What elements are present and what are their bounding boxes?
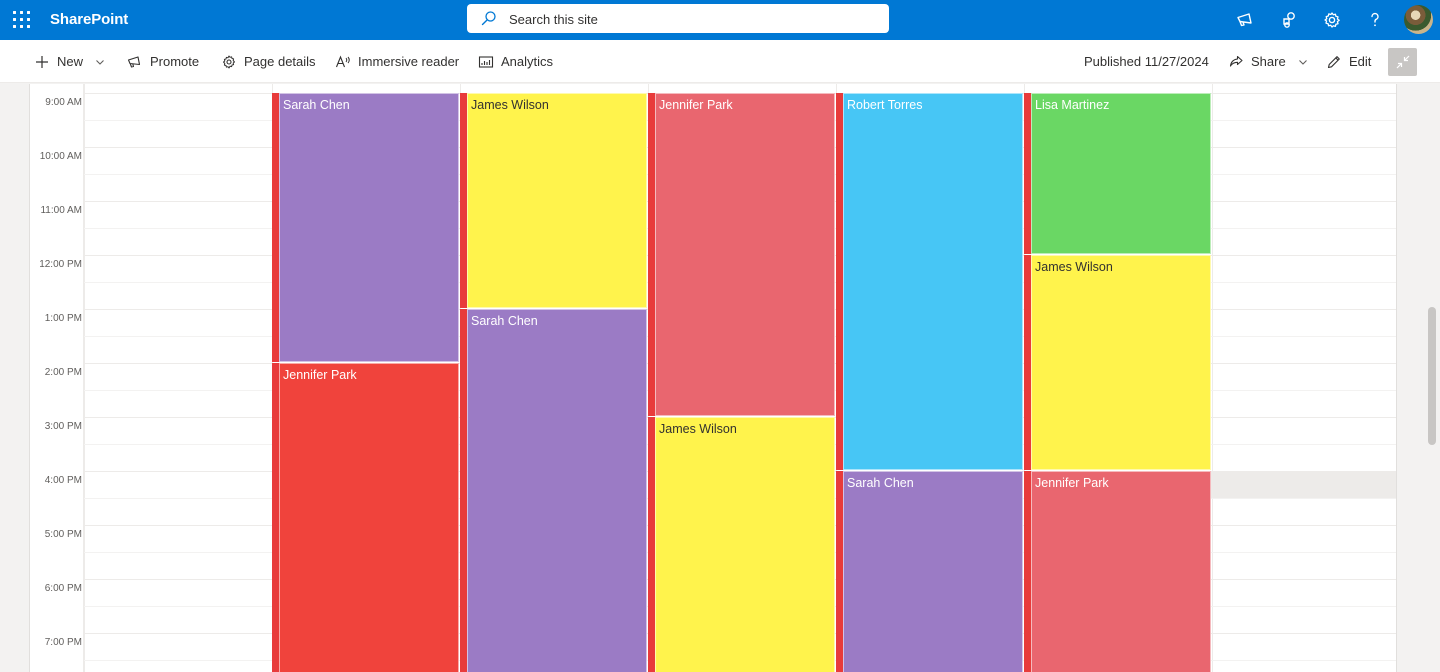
command-bar: New Promote Page details Immersive reade…: [0, 40, 1440, 83]
calendar-event[interactable]: James Wilson: [460, 93, 647, 308]
event-title: James Wilson: [1035, 260, 1113, 274]
calendar-event[interactable]: Lisa Martinez: [1024, 93, 1211, 254]
new-label: New: [57, 54, 84, 69]
suite-bar: SharePoint: [0, 0, 1440, 40]
time-slot-label: 12:00 PM: [39, 259, 82, 270]
calendar-event[interactable]: Sarah Chen: [836, 471, 1023, 672]
event-border: [843, 471, 1023, 672]
event-title: Jennifer Park: [659, 98, 733, 112]
pencil-icon: [1327, 55, 1340, 68]
scrollbar-thumb[interactable]: [1428, 307, 1436, 445]
selected-slot[interactable]: [1211, 471, 1396, 498]
immersive-reader-button[interactable]: Immersive reader: [335, 40, 459, 83]
event-border: [843, 93, 1023, 470]
chevron-down-icon: [1298, 59, 1307, 65]
time-slot-label: 5:00 PM: [44, 529, 82, 540]
calendar-event[interactable]: Jennifer Park: [272, 363, 459, 672]
page-details-button[interactable]: Page details: [221, 40, 316, 83]
new-button[interactable]: New: [34, 40, 105, 83]
event-border: [1031, 471, 1211, 672]
analytics-button[interactable]: Analytics: [478, 40, 553, 83]
megaphone-icon[interactable]: [1234, 8, 1258, 32]
published-status: Published 11/27/2024: [1084, 54, 1209, 69]
time-slot-label: 11:00 AM: [40, 205, 82, 216]
day-column-divider: [84, 84, 85, 672]
search-icon: [481, 11, 496, 26]
promote-button[interactable]: Promote: [127, 40, 199, 83]
event-border: [655, 93, 835, 416]
chevron-down-icon: [96, 59, 104, 65]
collapse-button[interactable]: [1388, 48, 1417, 76]
calendar-event[interactable]: Robert Torres: [836, 93, 1023, 470]
time-slot-label: 6:00 PM: [44, 583, 82, 594]
calendar-event[interactable]: James Wilson: [1024, 255, 1211, 470]
app-brand-link[interactable]: SharePoint: [50, 11, 129, 28]
event-title: Sarah Chen: [847, 476, 914, 490]
megaphone-icon: [127, 55, 141, 68]
share-icon: [1229, 55, 1243, 67]
time-slot-label: 9:00 AM: [45, 97, 82, 108]
immersive-reader-icon: [335, 55, 350, 67]
help-icon[interactable]: [1363, 8, 1387, 32]
time-slot-label: 1:00 PM: [44, 313, 82, 324]
time-slot-label: 4:00 PM: [44, 475, 82, 486]
event-title: James Wilson: [659, 422, 737, 436]
event-title: Sarah Chen: [283, 98, 350, 112]
event-border: [467, 93, 647, 308]
event-title: Robert Torres: [847, 98, 923, 112]
event-title: Lisa Martinez: [1035, 98, 1110, 112]
event-border: [1031, 255, 1211, 470]
event-title: Sarah Chen: [471, 314, 538, 328]
avatar[interactable]: [1404, 5, 1433, 34]
event-title: James Wilson: [471, 98, 549, 112]
analytics-label: Analytics: [501, 54, 554, 69]
promote-label: Promote: [150, 54, 200, 69]
calendar-event[interactable]: Sarah Chen: [272, 93, 459, 362]
calendar-event[interactable]: Sarah Chen: [460, 309, 647, 672]
event-border: [467, 309, 647, 672]
time-slot-label: 3:00 PM: [44, 421, 82, 432]
search-input[interactable]: [509, 9, 869, 29]
time-slot-label: 7:00 PM: [44, 637, 82, 648]
event-border: [655, 417, 835, 672]
edit-label: Edit: [1349, 54, 1372, 69]
event-border: [1031, 93, 1211, 254]
calendar-event[interactable]: Jennifer Park: [648, 93, 835, 416]
calendar-week-view: 9:00 AM 10:00 AM 11:00 AM 12:00 PM 1:00 PM 2:…: [29, 84, 1397, 672]
collapse-icon: [1396, 55, 1409, 69]
search-box[interactable]: [467, 4, 889, 33]
event-title: Jennifer Park: [283, 368, 357, 382]
event-border: [279, 363, 459, 672]
gear-icon: [223, 55, 235, 68]
time-column: [30, 84, 84, 672]
event-border: [279, 93, 459, 362]
event-title: Jennifer Park: [1035, 476, 1109, 490]
day-column-divider: [1212, 84, 1213, 672]
sharepoint-share-icon[interactable]: [1277, 8, 1301, 32]
share-button[interactable]: Share: [1228, 40, 1308, 83]
page-details-label: Page details: [244, 54, 316, 69]
immersive-reader-label: Immersive reader: [358, 54, 460, 69]
time-slot-label: 10:00 AM: [39, 151, 82, 162]
settings-gear-icon[interactable]: [1320, 8, 1344, 32]
calendar-event[interactable]: James Wilson: [648, 417, 835, 672]
app-launcher-icon[interactable]: [13, 11, 30, 28]
time-slot-label: 2:00 PM: [44, 367, 82, 378]
calendar-event[interactable]: Jennifer Park: [1024, 471, 1211, 672]
share-label: Share: [1251, 54, 1286, 69]
edit-button[interactable]: Edit: [1326, 40, 1371, 83]
plus-icon: [36, 55, 48, 68]
analytics-icon: [478, 55, 494, 68]
